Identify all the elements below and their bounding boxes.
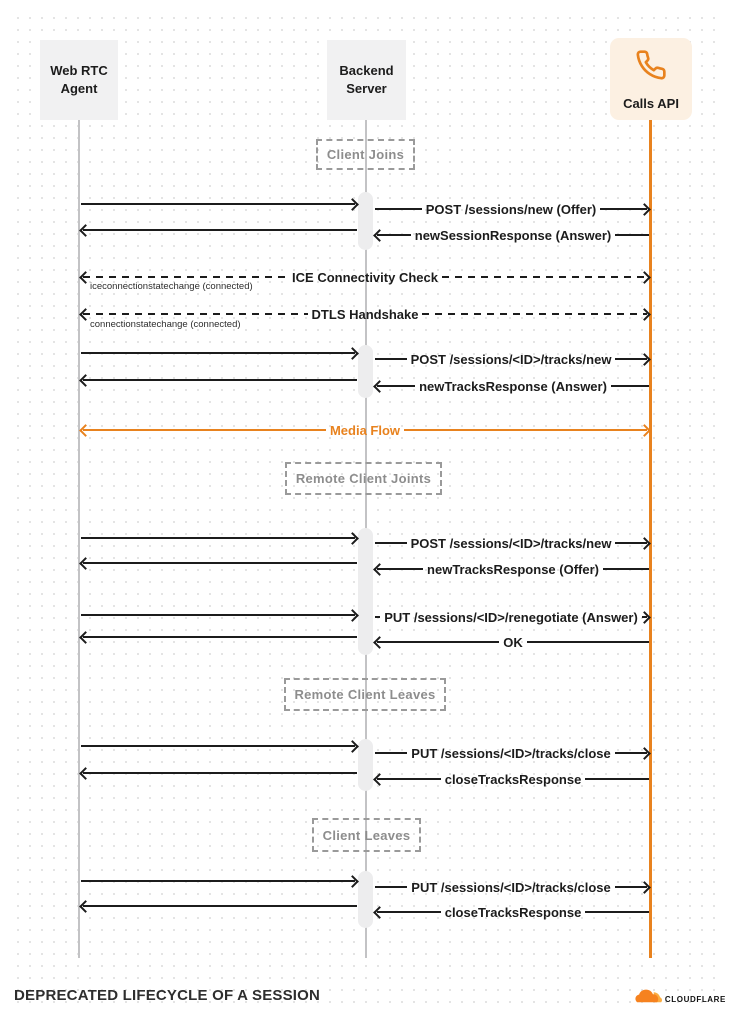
message-arrow-response-backend-to-webrtc [79, 629, 357, 645]
group-label-remote-client-leaves: Remote Client Leaves [284, 678, 446, 711]
activation-bar-session-new [358, 192, 373, 250]
group-label-client-joins: Client Joins [316, 139, 415, 170]
message-arrow-response-backend-to-webrtc [79, 765, 357, 781]
message-arrow-request-webrtc-to-backend [81, 607, 359, 623]
message-arrow-new-tracks-response-offer: newTracksResponse (Offer) [373, 561, 650, 577]
group-label-client-leaves: Client Leaves [312, 818, 421, 852]
cloudflare-cloud-icon [635, 988, 662, 1011]
message-arrow-close-tracks-response-2: closeTracksResponse [373, 904, 650, 920]
actor-calls-api: Calls API [610, 38, 692, 120]
message-arrow-request-webrtc-to-backend [81, 345, 359, 361]
activation-bar-tracks-close-1 [358, 739, 373, 791]
message-label: newSessionResponse (Answer) [414, 227, 612, 243]
message-arrow-put-tracks-close-2: PUT /sessions/<ID>/tracks/close [375, 879, 651, 895]
message-label: Media Flow [329, 422, 401, 438]
message-label: closeTracksResponse [444, 904, 582, 920]
group-label-remote-client-joins-text: Remote Client Joints [295, 471, 432, 486]
message-arrow-put-tracks-close-1: PUT /sessions/<ID>/tracks/close [375, 745, 651, 761]
actor-webrtc-agent-label: Web RTC Agent [50, 62, 108, 96]
message-label: newTracksResponse (Answer) [419, 378, 607, 394]
cloudflare-brand-text: CLOUDFLARE [664, 995, 726, 1004]
message-label: POST /sessions/new (Offer) [425, 201, 597, 217]
message-arrow-dtls-handshake: DTLS Handshake [79, 306, 651, 322]
message-arrow-request-webrtc-to-backend [81, 530, 359, 546]
phone-icon [635, 49, 667, 86]
activation-bar-tracks-close-2 [358, 871, 373, 928]
message-label: POST /sessions/<ID>/tracks/new [410, 535, 612, 551]
message-arrow-put-renegotiate: PUT /sessions/<ID>/renegotiate (Answer) [375, 609, 651, 625]
message-arrow-post-sessions-new: POST /sessions/new (Offer) [375, 201, 651, 217]
message-label: newTracksResponse (Offer) [427, 561, 599, 577]
actor-backend-server: Backend Server [327, 40, 406, 120]
activation-bar-tracks-new [358, 345, 373, 398]
lifeline-webrtc-agent [78, 120, 80, 958]
message-label: PUT /sessions/<ID>/tracks/close [411, 879, 611, 895]
message-arrow-response-backend-to-webrtc [79, 222, 357, 238]
message-arrow-response-backend-to-webrtc [79, 555, 357, 571]
message-arrow-request-webrtc-to-backend [81, 196, 359, 212]
actor-backend-server-label: Backend Server [339, 62, 394, 96]
message-arrow-response-backend-to-webrtc [79, 372, 357, 388]
message-arrow-post-tracks-new-1: POST /sessions/<ID>/tracks/new [375, 351, 651, 367]
message-arrow-post-tracks-new-2: POST /sessions/<ID>/tracks/new [375, 535, 651, 551]
message-arrow-ok: OK [373, 634, 649, 650]
activation-bar-renegotiate [358, 528, 373, 655]
message-label: ICE Connectivity Check [292, 269, 438, 285]
group-label-client-leaves-text: Client Leaves [322, 827, 411, 843]
actor-webrtc-agent: Web RTC Agent [40, 40, 118, 120]
message-label: POST /sessions/<ID>/tracks/new [410, 351, 612, 367]
group-label-client-joins-text: Client Joins [326, 147, 405, 162]
message-arrow-ice-connectivity-check: ICE Connectivity Check [79, 269, 651, 285]
message-arrow-response-backend-to-webrtc [79, 898, 357, 914]
event-caption-connectionstatechange: connectionstatechange (connected) [90, 319, 241, 330]
cloudflare-logo: CLOUDFLARE [635, 988, 726, 1011]
message-label: DTLS Handshake [311, 306, 419, 322]
message-arrow-request-webrtc-to-backend [81, 873, 359, 889]
message-label: closeTracksResponse [444, 771, 582, 787]
message-arrow-new-tracks-response-answer: newTracksResponse (Answer) [373, 378, 650, 394]
message-arrow-close-tracks-response-1: closeTracksResponse [373, 771, 650, 787]
message-arrow-new-session-response: newSessionResponse (Answer) [373, 227, 649, 243]
message-label: PUT /sessions/<ID>/tracks/close [411, 745, 611, 761]
message-arrow-media-flow: Media Flow [79, 422, 651, 438]
group-label-remote-client-joins: Remote Client Joints [285, 462, 442, 495]
message-arrow-request-webrtc-to-backend [81, 738, 359, 754]
actor-calls-api-label: Calls API [623, 95, 679, 111]
message-label: OK [503, 634, 523, 650]
group-label-remote-client-leaves-text: Remote Client Leaves [294, 687, 436, 702]
page-title: DEPRECATED LIFECYCLE OF A SESSION [14, 987, 321, 1004]
event-caption-iceconnectionstatechange: iceconnectionstatechange (connected) [90, 281, 253, 292]
lifeline-calls-api [649, 120, 652, 958]
message-label: PUT /sessions/<ID>/renegotiate (Answer) [384, 609, 638, 625]
